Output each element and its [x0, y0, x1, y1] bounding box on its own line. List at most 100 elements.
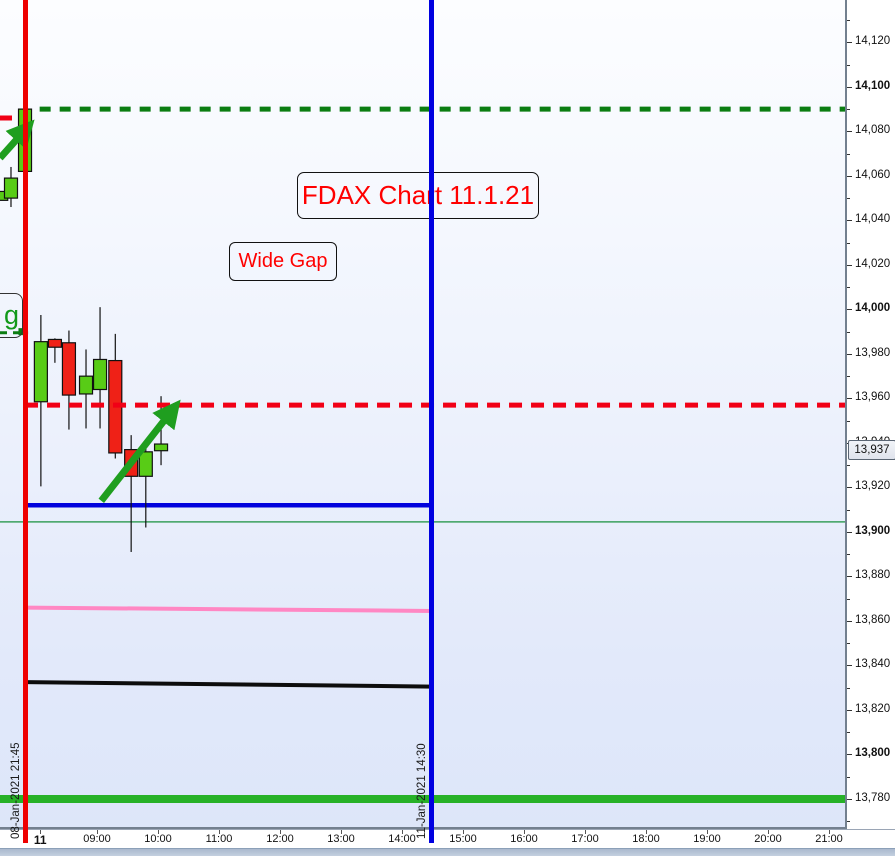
price-axis-tick [847, 754, 852, 756]
price-axis-tick [847, 709, 852, 711]
time-axis-label: 19:00 [693, 833, 721, 845]
last-price-value: 13,937 [854, 444, 890, 457]
time-axis-tick [768, 830, 769, 834]
partial-left-label-box[interactable]: g [0, 293, 23, 338]
price-axis-tick [847, 86, 852, 88]
time-axis-tick [524, 830, 525, 834]
price-axis-label: 13,780 [855, 792, 891, 804]
candle-body[interactable] [33, 341, 48, 403]
price-axis-tick [847, 64, 850, 66]
time-axis-tick [646, 830, 647, 834]
time-axis-label: 16:00 [510, 833, 538, 845]
price-axis-tick [847, 131, 852, 133]
price-axis-tick [847, 465, 850, 467]
price-axis-tick [847, 509, 850, 511]
time-axis-tick [402, 830, 403, 834]
price-axis[interactable]: 13,937 14,120 14,100 14,080 14,060 14,040 14,… [847, 0, 895, 829]
time-axis-label: 14:00 [388, 833, 416, 845]
trend-arrow[interactable] [98, 399, 181, 503]
price-axis-tick [847, 554, 850, 556]
pink-level-line[interactable] [26, 605, 433, 613]
price-axis-label: 14,060 [855, 168, 891, 181]
price-axis-tick [847, 153, 850, 155]
time-axis-tick [40, 830, 42, 834]
price-axis-tick [847, 376, 850, 378]
price-axis-tick [847, 109, 850, 111]
price-axis-tick [847, 20, 850, 22]
price-axis-label: 13,960 [855, 391, 891, 404]
candlestick-chart [0, 106, 845, 803]
chart-title-box[interactable]: FDAX Chart 11.1.21 [297, 172, 539, 219]
price-axis-tick [847, 576, 852, 578]
time-axis-label: 11 [33, 833, 47, 847]
time-axis-label: 12:00 [266, 833, 294, 845]
price-axis-tick [847, 287, 850, 289]
price-axis-tick [847, 620, 852, 622]
price-axis-tick [847, 665, 852, 667]
price-axis-label: 13,800 [855, 747, 891, 760]
time-axis-tick [829, 830, 830, 834]
time-axis-label: 15:00 [449, 833, 477, 845]
price-axis-label: 14,100 [855, 79, 891, 92]
price-axis-label: 13,920 [855, 480, 891, 493]
wide-gap-annotation-box[interactable]: Wide Gap [229, 242, 337, 281]
bottom-scrollbar-strip[interactable] [0, 848, 895, 856]
price-axis-label: 13,860 [855, 613, 891, 626]
time-axis-label: 21:00 [815, 833, 843, 845]
price-axis-tick [847, 42, 852, 44]
price-axis-label: 13,880 [855, 569, 891, 582]
time-axis-label: 17:00 [571, 833, 599, 845]
chart-plot-area[interactable] [0, 0, 847, 829]
price-axis-label: 14,000 [855, 302, 891, 315]
price-axis-tick [847, 687, 850, 689]
red-session-vertical-line[interactable] [22, 0, 28, 843]
time-axis-tick [97, 830, 98, 834]
candle-body[interactable] [153, 443, 169, 452]
candle-body[interactable] [138, 451, 153, 477]
time-axis-label: 11:00 [205, 833, 233, 845]
wide-gap-label: Wide Gap [238, 250, 328, 272]
price-axis-label: 14,120 [855, 35, 891, 48]
partial-left-label: g [3, 300, 19, 330]
price-axis-label: 13,820 [855, 702, 891, 715]
price-axis-label: 14,040 [855, 213, 891, 226]
price-axis-label: 13,840 [855, 658, 891, 671]
candle-body[interactable] [92, 358, 108, 391]
candle-body[interactable] [3, 177, 19, 199]
time-axis-tick [707, 830, 708, 834]
price-axis-tick [847, 487, 852, 489]
price-axis-tick [847, 531, 852, 533]
price-axis-tick [847, 309, 852, 311]
time-axis-label: 10:00 [144, 833, 172, 845]
last-price-tag: 13,937 [848, 440, 895, 461]
time-axis-tick [341, 830, 342, 834]
time-axis-label: 20:00 [754, 833, 782, 845]
time-axis-label: 18:00 [632, 833, 660, 845]
red-line-date-label: 08-Jan-2021 21:45 [9, 742, 22, 839]
time-axis-tick [463, 830, 464, 834]
price-axis-label: 14,080 [855, 124, 891, 137]
price-axis-tick [847, 821, 850, 823]
price-axis-tick [847, 776, 850, 778]
blue-line-date-label: 11-Jan-2021 14:30 [415, 743, 428, 839]
price-axis-tick [847, 398, 852, 400]
price-axis-tick [847, 242, 850, 244]
price-axis-label: 13,900 [855, 524, 891, 537]
time-axis-tick [158, 830, 159, 834]
price-axis-tick [847, 732, 850, 734]
price-axis-label: 14,020 [855, 257, 891, 270]
blue-session-vertical-line[interactable] [428, 0, 434, 843]
time-axis-label: 09:00 [83, 833, 111, 845]
candle-body[interactable] [61, 342, 77, 396]
candle-body[interactable] [78, 375, 94, 395]
time-axis[interactable]: 11 09:00 10:00 11:00 12:00 13:00 14:00 15:00 16:… [0, 829, 895, 849]
price-axis-tick [847, 220, 852, 222]
price-axis-tick [847, 198, 850, 200]
black-level-line[interactable] [26, 680, 433, 689]
chart-title: FDAX Chart 11.1.21 [301, 180, 535, 210]
time-axis-tick [219, 830, 220, 834]
candle-body[interactable] [47, 338, 63, 348]
time-axis-tick [280, 830, 281, 834]
price-axis-tick [847, 598, 850, 600]
